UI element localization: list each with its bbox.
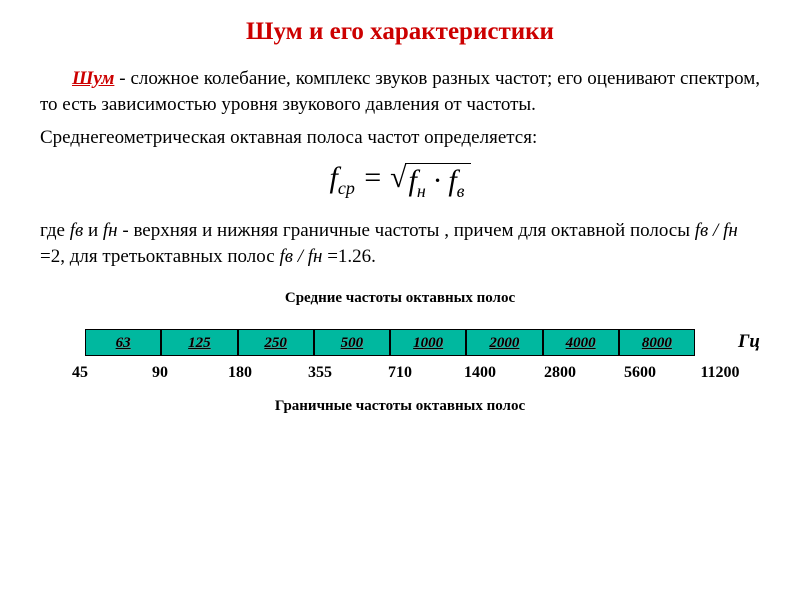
- formula-intro: Среднегеометрическая октавная полоса час…: [40, 127, 760, 149]
- boundary-freq-cell: 5600: [600, 364, 680, 382]
- f1: f: [409, 164, 417, 197]
- boundary-freq-cell: 710: [360, 364, 440, 382]
- sqrt: √fн · fв: [390, 163, 470, 200]
- mid-freq-cell: 250: [238, 329, 314, 356]
- boundary-freq-cell: 2800: [520, 364, 600, 382]
- w3: - верхняя и нижняя граничные частоты , п…: [118, 220, 695, 241]
- w-fv: fв: [70, 220, 84, 241]
- hz-label: Гц: [738, 331, 760, 353]
- boundary-freq-cell: 180: [200, 364, 280, 382]
- mid-freq-cell: 4000: [543, 329, 619, 356]
- mid-freq-cell: 125: [161, 329, 237, 356]
- mid-freq-row: 631252505001000200040008000: [85, 329, 695, 356]
- boundary-freq-cell: 355: [280, 364, 360, 382]
- formula-lhs-f: f: [329, 161, 337, 194]
- freq-chart: 631252505001000200040008000 Гц 459018035…: [40, 329, 760, 382]
- mid-freq-cell: 500: [314, 329, 390, 356]
- mid-freq-caption: Средние частоты октавных полос: [40, 290, 760, 307]
- formula: fср = √fн · fв: [40, 161, 760, 200]
- f1-sub: н: [417, 181, 426, 201]
- boundary-freq-row: 459018035571014002800560011200: [40, 364, 760, 382]
- boundary-freq-cell: 45: [40, 364, 120, 382]
- dot: ·: [426, 164, 449, 197]
- w2: и: [83, 220, 103, 241]
- mid-freq-cell: 63: [85, 329, 161, 356]
- w-r2: fв / fн: [279, 246, 322, 267]
- mid-freq-cell: 1000: [390, 329, 466, 356]
- boundary-freq-cell: 1400: [440, 364, 520, 382]
- f2-sub: в: [457, 181, 465, 201]
- boundary-freq-caption: Граничные частоты октавных полос: [40, 398, 760, 415]
- definition-paragraph: Шум - сложное колебание, комплекс звуков…: [40, 66, 760, 117]
- w4: =2, для третьоктавных полос: [40, 246, 279, 267]
- mid-freq-cell: 8000: [619, 329, 695, 356]
- lead-term: Шум: [72, 68, 114, 89]
- mid-freq-cell: 2000: [466, 329, 542, 356]
- w5: =1.26.: [322, 246, 375, 267]
- page-title: Шум и его характеристики: [40, 18, 760, 46]
- boundary-freq-cell: 11200: [680, 364, 760, 382]
- f2: f: [448, 164, 456, 197]
- radicand: fн · fв: [405, 163, 471, 200]
- w-fn: fн: [103, 220, 118, 241]
- w1: где: [40, 220, 70, 241]
- formula-lhs-sub: ср: [338, 178, 355, 198]
- formula-eq: =: [355, 161, 390, 194]
- w-r1: fв / fн: [695, 220, 738, 241]
- where-clause: где fв и fн - верхняя и нижняя граничные…: [40, 218, 760, 269]
- para-text: - сложное колебание, комплекс звуков раз…: [40, 68, 760, 115]
- boundary-freq-cell: 90: [120, 364, 200, 382]
